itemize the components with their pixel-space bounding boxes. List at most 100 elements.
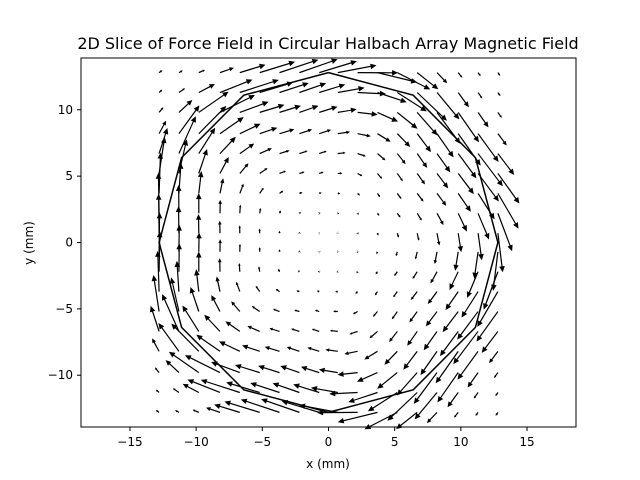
force-vector-arrow (344, 350, 358, 355)
force-vector-arrow (317, 270, 321, 274)
force-vector-arrow (307, 347, 320, 352)
force-vector-arrow (286, 346, 300, 352)
force-vector-arrow (477, 133, 499, 162)
force-vector-arrow (416, 193, 424, 202)
force-vector-arrow (355, 291, 358, 294)
force-vector-arrow (259, 208, 262, 214)
force-vector-arrow (318, 367, 338, 374)
force-vector-arrow (294, 309, 300, 313)
force-vector-arrow (477, 72, 481, 77)
force-vector-arrow (396, 372, 418, 396)
force-vector-arrow (298, 231, 301, 234)
force-vector-arrow (311, 386, 338, 394)
force-vector-arrow (258, 266, 261, 272)
force-vector-arrow (299, 191, 303, 195)
force-vector-arrow (497, 92, 501, 97)
force-vector-arrow (357, 133, 371, 138)
force-vector-arrow (196, 193, 202, 214)
force-vector-arrow (247, 325, 260, 332)
force-vector-arrow (473, 392, 479, 399)
force-vector-arrow (314, 309, 320, 313)
force-vector-arrow (187, 379, 221, 393)
force-vector-arrow (425, 311, 438, 327)
force-vector-arrow (259, 148, 272, 155)
force-vector-arrow (279, 150, 290, 155)
force-vector-arrow (239, 143, 255, 155)
force-vector-arrow (171, 323, 200, 352)
force-vector-arrow (409, 311, 418, 323)
force-vector-arrow (495, 392, 499, 396)
force-vector-arrow (269, 327, 280, 332)
force-vector-arrow (155, 172, 162, 214)
y-axis-label: y (mm) (22, 221, 36, 265)
force-vector-arrow (375, 271, 378, 275)
force-vector-arrow (396, 173, 403, 182)
force-vector-arrow (149, 305, 160, 332)
force-vector-arrow (430, 271, 438, 284)
force-vector-arrow (396, 153, 406, 165)
force-vector-arrow (239, 163, 249, 174)
force-vector-arrow (497, 173, 520, 204)
force-vector-arrow (477, 233, 484, 261)
force-vector-arrow (215, 276, 221, 292)
force-vector-arrow (255, 285, 261, 292)
force-vector-arrow (357, 193, 360, 196)
force-vector-arrow (155, 410, 160, 413)
force-vector-arrow (336, 270, 339, 273)
y-tick-label: −10 (48, 368, 73, 382)
force-vector-arrow (412, 271, 418, 279)
force-vector-arrow (476, 311, 499, 342)
force-vector-arrow (158, 128, 169, 154)
force-vector-arrow (461, 291, 479, 318)
x-tick-label: −10 (183, 435, 208, 449)
force-vector-arrow (259, 60, 295, 74)
force-vector-arrow (416, 233, 420, 241)
force-vector-arrow (477, 92, 483, 99)
force-vector-arrow (414, 392, 438, 420)
x-tick-label: 10 (453, 435, 468, 449)
force-vector-arrow (396, 193, 402, 199)
force-vector-arrow (196, 251, 202, 272)
force-vector-arrow (440, 331, 459, 357)
force-vector-arrow (175, 206, 182, 234)
y-tick-label: −5 (55, 302, 73, 316)
force-vector-arrow (279, 82, 309, 94)
force-vector-arrow (457, 233, 463, 253)
force-vector-arrow (219, 178, 225, 194)
force-vector-arrow (259, 168, 268, 174)
force-vector-arrow (457, 72, 463, 78)
force-vector-arrow (436, 213, 444, 226)
force-vector-arrow (226, 381, 260, 394)
force-vector-arrow (445, 291, 459, 311)
force-vector-arrow (319, 129, 332, 135)
force-vector-arrow (219, 341, 241, 352)
force-vector-arrow (240, 398, 280, 413)
force-vector-arrow (377, 111, 398, 122)
x-tick-label: 15 (519, 435, 534, 449)
force-vector-arrow (377, 72, 418, 84)
force-vector-arrow (396, 233, 400, 238)
force-vector-arrow (219, 117, 244, 135)
force-vector-arrow (185, 355, 221, 374)
force-vector-arrow (387, 392, 418, 421)
force-vector-arrow (177, 162, 184, 194)
force-vector-arrow (416, 153, 428, 168)
force-vector-arrow (158, 137, 167, 174)
force-vector-arrow (242, 344, 260, 352)
force-vector-arrow (337, 411, 378, 424)
force-vector-arrow (280, 365, 300, 374)
force-vector-arrow (454, 412, 459, 418)
force-vector-arrow (238, 225, 241, 234)
force-vector-arrow (330, 329, 338, 332)
force-vector-arrow (477, 291, 499, 327)
x-tick-label: 5 (391, 435, 399, 449)
force-vector-arrow (218, 199, 222, 214)
force-vector-arrow (178, 88, 185, 93)
force-vector-arrow (393, 291, 398, 298)
force-vector-arrow (176, 243, 182, 272)
force-vector-arrow (416, 72, 439, 90)
force-vector-arrow (414, 251, 418, 260)
force-vector-arrow (155, 193, 162, 234)
force-vector-arrow (436, 233, 441, 246)
force-vector-arrow (319, 60, 357, 74)
